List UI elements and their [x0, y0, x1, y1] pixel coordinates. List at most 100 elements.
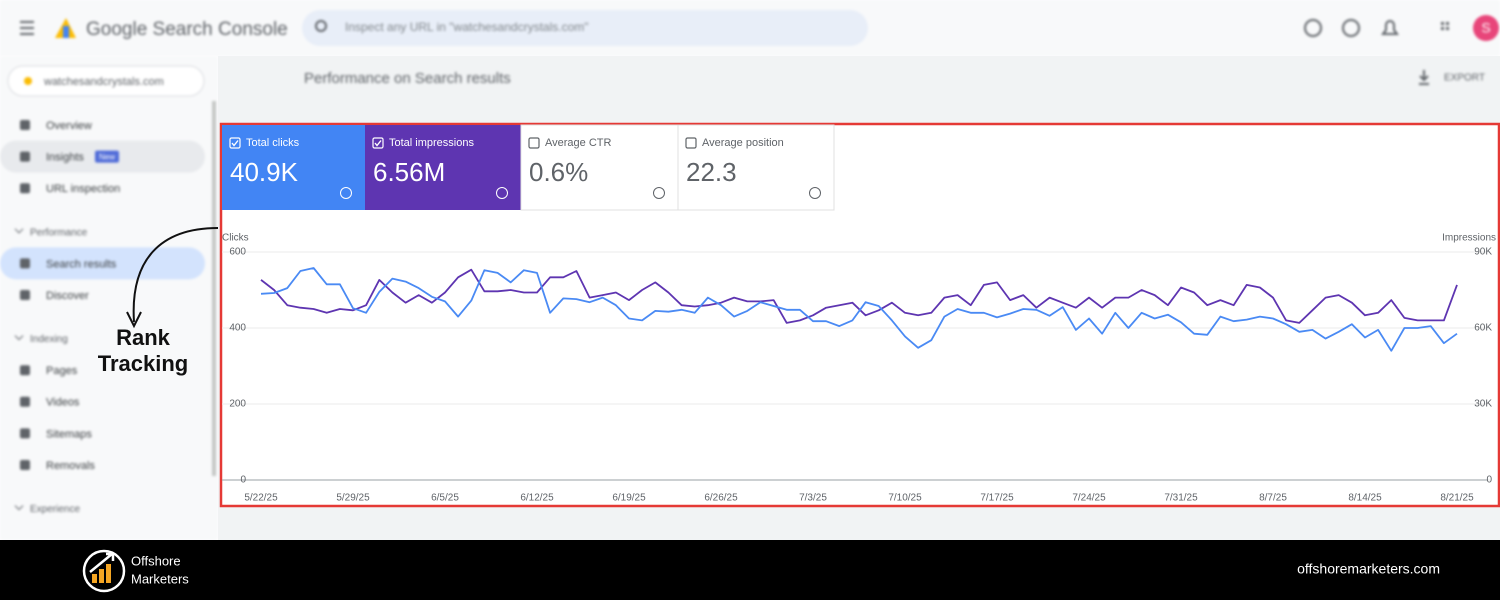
property-selector[interactable]: [7, 65, 205, 97]
nav-icon: [20, 428, 30, 439]
metric-label: Total clicks: [246, 137, 300, 149]
nav-icon: [20, 460, 30, 470]
annotation-text: Rank: [116, 325, 171, 350]
y-tick-label: 400: [229, 323, 246, 334]
help-icon[interactable]: [809, 187, 821, 199]
metric-value: 40.9K: [230, 157, 299, 187]
nav-item[interactable]: Discover: [46, 290, 89, 302]
section-caret: [14, 335, 24, 341]
top-bar: Google Search Console Inspect any URL in…: [0, 0, 1500, 56]
website[interactable]: offshoremarketers.com: [1297, 561, 1440, 577]
app-title: Google Search Console: [86, 19, 288, 40]
series-line: [260, 268, 1458, 324]
search-placeholder: Inspect any URL in "watchesandcrystals.c…: [345, 20, 589, 34]
nav-item[interactable]: Search results: [46, 258, 117, 270]
x-tick-label: 8/21/25: [1440, 493, 1474, 504]
nav-icon: [20, 120, 30, 130]
checkbox-check: [231, 140, 239, 147]
metric-card[interactable]: Total impressions 6.56M: [365, 125, 521, 210]
brand-name: Marketers: [131, 571, 189, 586]
metric-label: Total impressions: [389, 137, 474, 149]
sidebar-graphics: watchesandcrystals.com Overview Insights N…: [0, 65, 216, 515]
y-tick-label: 200: [229, 399, 246, 410]
nav-highlight: [0, 247, 205, 280]
metric-card-bg: [365, 125, 521, 210]
nav-icon: [20, 151, 30, 162]
top-bar-graphics: Google Search Console Inspect any URL in…: [20, 10, 1499, 46]
section-caret: [14, 228, 24, 234]
export-label[interactable]: EXPORT: [1444, 73, 1485, 84]
checkbox[interactable]: [229, 137, 241, 149]
section-caret: [14, 505, 24, 511]
metric-card[interactable]: Average CTR 0.6%: [520, 124, 679, 211]
y-tick-label: 0: [240, 475, 246, 486]
nav-item[interactable]: URL inspection: [46, 183, 120, 195]
metric-card[interactable]: Total clicks 40.9K: [222, 125, 365, 210]
scrollbar: [212, 101, 216, 476]
menu-icon[interactable]: [20, 21, 34, 35]
nav-icon: [20, 290, 30, 300]
checkbox[interactable]: [528, 137, 540, 149]
bell-icon[interactable]: [1381, 20, 1399, 35]
nav-icon: [20, 183, 30, 194]
main-header: Performance on Search results EXPORT: [304, 70, 1485, 87]
badge: [95, 150, 119, 163]
metric-value: 6.56M: [373, 157, 445, 187]
avatar[interactable]: [1473, 15, 1499, 41]
metric-label: Average position: [702, 137, 784, 149]
export-icon[interactable]: [1419, 70, 1429, 85]
help-icon[interactable]: [496, 187, 508, 199]
metric-value: 0.6%: [529, 157, 588, 187]
avatar-letter: S: [1481, 20, 1490, 36]
property-icon: [24, 77, 32, 85]
metric-label: Average CTR: [545, 137, 611, 149]
nav-item[interactable]: Videos: [46, 397, 80, 409]
apps-icon[interactable]: [1441, 22, 1449, 30]
nav-icon: [20, 396, 30, 407]
chart-layer: Rank Tracking Total clicks 40.9K Total imp…: [98, 122, 1500, 508]
series-line: [260, 267, 1458, 352]
help-icon[interactable]: [653, 187, 665, 199]
help-icon[interactable]: [340, 187, 352, 199]
y2-tick-label: 30K: [1474, 399, 1492, 410]
brand-logo-arrow: [89, 552, 115, 573]
y2-tick-label: 90K: [1474, 247, 1492, 258]
x-tick-label: 5/29/25: [336, 493, 370, 504]
checkbox[interactable]: [372, 137, 384, 149]
x-tick-label: 7/17/25: [980, 493, 1014, 504]
x-tick-label: 8/7/25: [1259, 493, 1287, 504]
x-tick-label: 7/24/25: [1072, 493, 1106, 504]
annotation-text: Tracking: [98, 351, 188, 376]
y-axis-title: Clicks: [222, 233, 249, 244]
metric-card-bg: [677, 124, 835, 211]
checkbox-check: [374, 140, 382, 147]
nav-item[interactable]: Overview: [46, 120, 92, 132]
search-box[interactable]: [302, 10, 868, 46]
metric-value: 22.3: [686, 157, 737, 187]
people-icon[interactable]: [1342, 19, 1360, 37]
x-tick-label: 6/12/25: [520, 493, 554, 504]
y2-tick-label: 60K: [1474, 323, 1492, 334]
section-title[interactable]: Indexing: [30, 334, 68, 345]
help-icon[interactable]: [1304, 19, 1322, 37]
x-tick-label: 7/31/25: [1164, 493, 1198, 504]
nav-item[interactable]: Pages: [46, 365, 78, 377]
metric-card-bg: [520, 124, 679, 211]
logo: [63, 26, 69, 38]
metric-card[interactable]: Average position 22.3: [677, 124, 835, 211]
nav-item[interactable]: Insights: [46, 152, 84, 164]
footer-graphics: Offshore Marketers offshoremarketers.com: [82, 549, 1440, 593]
y2-tick-label: 0: [1486, 475, 1492, 486]
x-tick-label: 7/3/25: [799, 493, 827, 504]
nav-icon: [20, 365, 30, 376]
x-tick-label: 6/5/25: [431, 493, 459, 504]
section-title[interactable]: Experience: [30, 504, 80, 515]
section-title[interactable]: Performance: [30, 227, 88, 238]
x-tick-label: 5/22/25: [244, 493, 278, 504]
x-tick-label: 6/19/25: [612, 493, 646, 504]
checkbox[interactable]: [685, 137, 697, 149]
nav-item[interactable]: Sitemaps: [46, 428, 92, 440]
x-tick-label: 6/26/25: [704, 493, 738, 504]
nav-item[interactable]: Removals: [46, 460, 95, 472]
